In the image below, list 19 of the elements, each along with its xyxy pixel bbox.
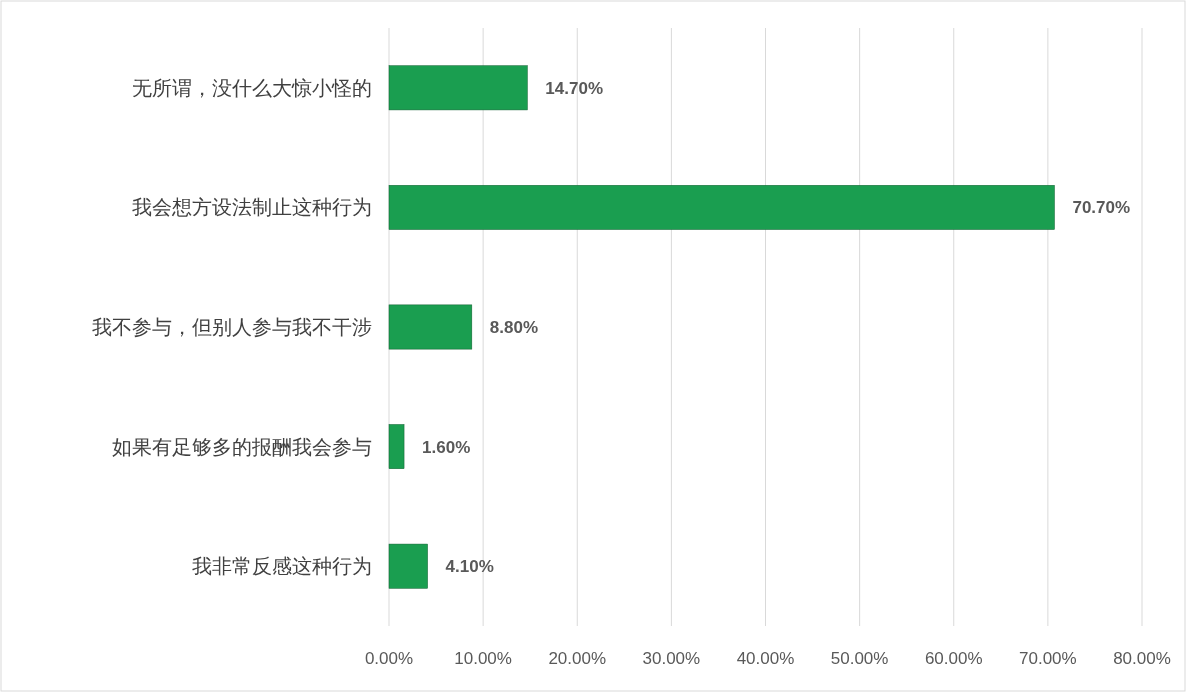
data-label: 14.70% bbox=[545, 78, 604, 98]
x-tick-label: 40.00% bbox=[736, 649, 795, 668]
y-tick-label: 如果有足够多的报酬我会参与 bbox=[112, 435, 372, 458]
x-tick-label: 80.00% bbox=[1113, 649, 1171, 668]
data-label: 4.10% bbox=[445, 557, 494, 577]
y-tick-label: 我会想方设法制止这种行为 bbox=[132, 196, 372, 219]
x-tick-label: 60.00% bbox=[924, 649, 983, 668]
x-tick-label: 10.00% bbox=[454, 649, 512, 668]
data-label: 8.80% bbox=[489, 318, 539, 337]
y-tick-label: 我非常反感这种行为 bbox=[192, 555, 372, 578]
x-tick-label: 70.00% bbox=[1019, 649, 1077, 668]
y-tick-label: 我不参与，但别人参与我不干涉 bbox=[92, 316, 372, 338]
x-tick-label: 0.00% bbox=[364, 649, 414, 668]
x-tick-label: 30.00% bbox=[642, 649, 701, 668]
x-tick-label: 20.00% bbox=[548, 649, 607, 668]
y-tick-label: 无所谓，没什么大惊小怪的 bbox=[132, 76, 372, 99]
x-tick-label: 50.00% bbox=[830, 649, 889, 668]
data-label: 70.70% bbox=[1072, 198, 1131, 218]
data-label: 1.60% bbox=[422, 437, 471, 457]
